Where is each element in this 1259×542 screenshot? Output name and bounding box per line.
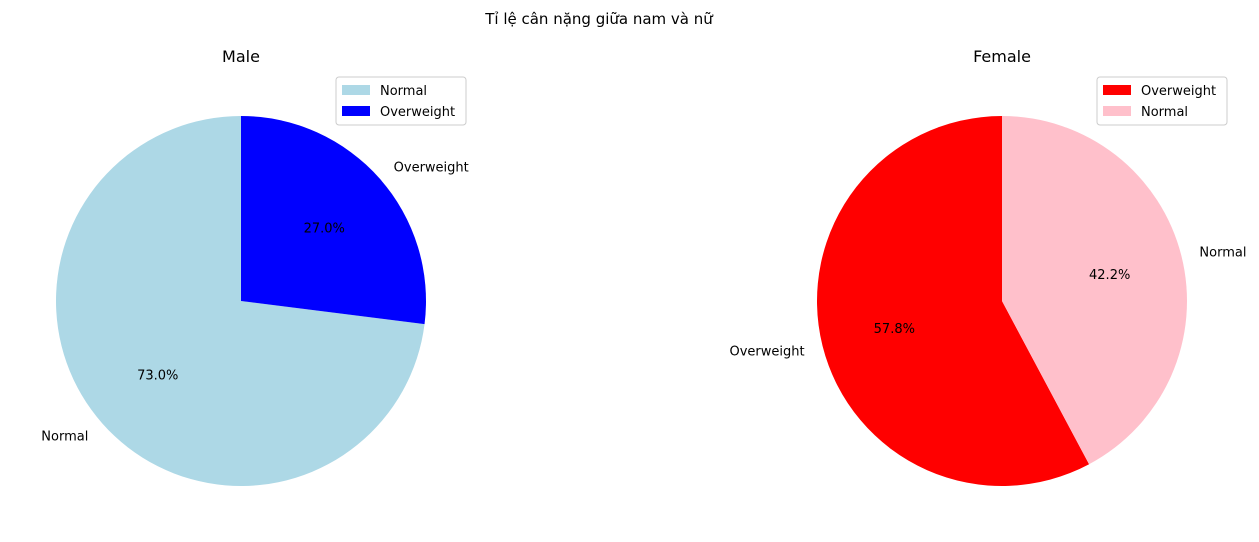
female-pct-label-overweight: 57.8%	[874, 322, 915, 337]
female-legend: Overweight Normal	[1096, 76, 1228, 126]
male-slice-label-overweight: Overweight	[394, 160, 469, 175]
male-legend: Normal Overweight	[335, 76, 467, 126]
male-legend-swatch-normal	[342, 85, 370, 95]
male-legend-swatch-overweight	[342, 106, 370, 116]
female-pie-chart: Female57.8%Overweight42.2%NormalOverweig…	[729, 47, 1246, 486]
male-legend-label-normal: Normal	[380, 84, 427, 99]
female-legend-swatch-normal	[1103, 106, 1131, 116]
figure-title: Tỉ lệ cân nặng giữa nam và nữ	[484, 10, 714, 28]
female-chart-title: Female	[973, 47, 1031, 66]
female-slice-label-overweight: Overweight	[729, 344, 804, 359]
female-legend-label-normal: Normal	[1141, 105, 1188, 120]
female-slice-normal	[1002, 116, 1188, 465]
male-pie-chart: Male 73.0% Normal 27.0% Overweight Normal Over…	[41, 47, 469, 486]
male-slice-label-normal: Normal	[41, 430, 88, 445]
female-slice-label-normal: Normal	[1199, 246, 1246, 261]
male-pct-label-normal: 73.0%	[137, 368, 178, 383]
male-chart-title: Male	[222, 47, 260, 66]
male-slice-overweight	[241, 116, 426, 325]
male-legend-label-overweight: Overweight	[380, 105, 455, 120]
female-slice-overweight	[817, 116, 1090, 486]
female-legend-label-overweight: Overweight	[1141, 84, 1216, 99]
female-pct-label-normal: 42.2%	[1089, 268, 1130, 283]
male-slice-normal	[56, 116, 425, 486]
female-legend-swatch-overweight	[1103, 85, 1131, 95]
male-pct-label-overweight: 27.0%	[304, 222, 345, 237]
